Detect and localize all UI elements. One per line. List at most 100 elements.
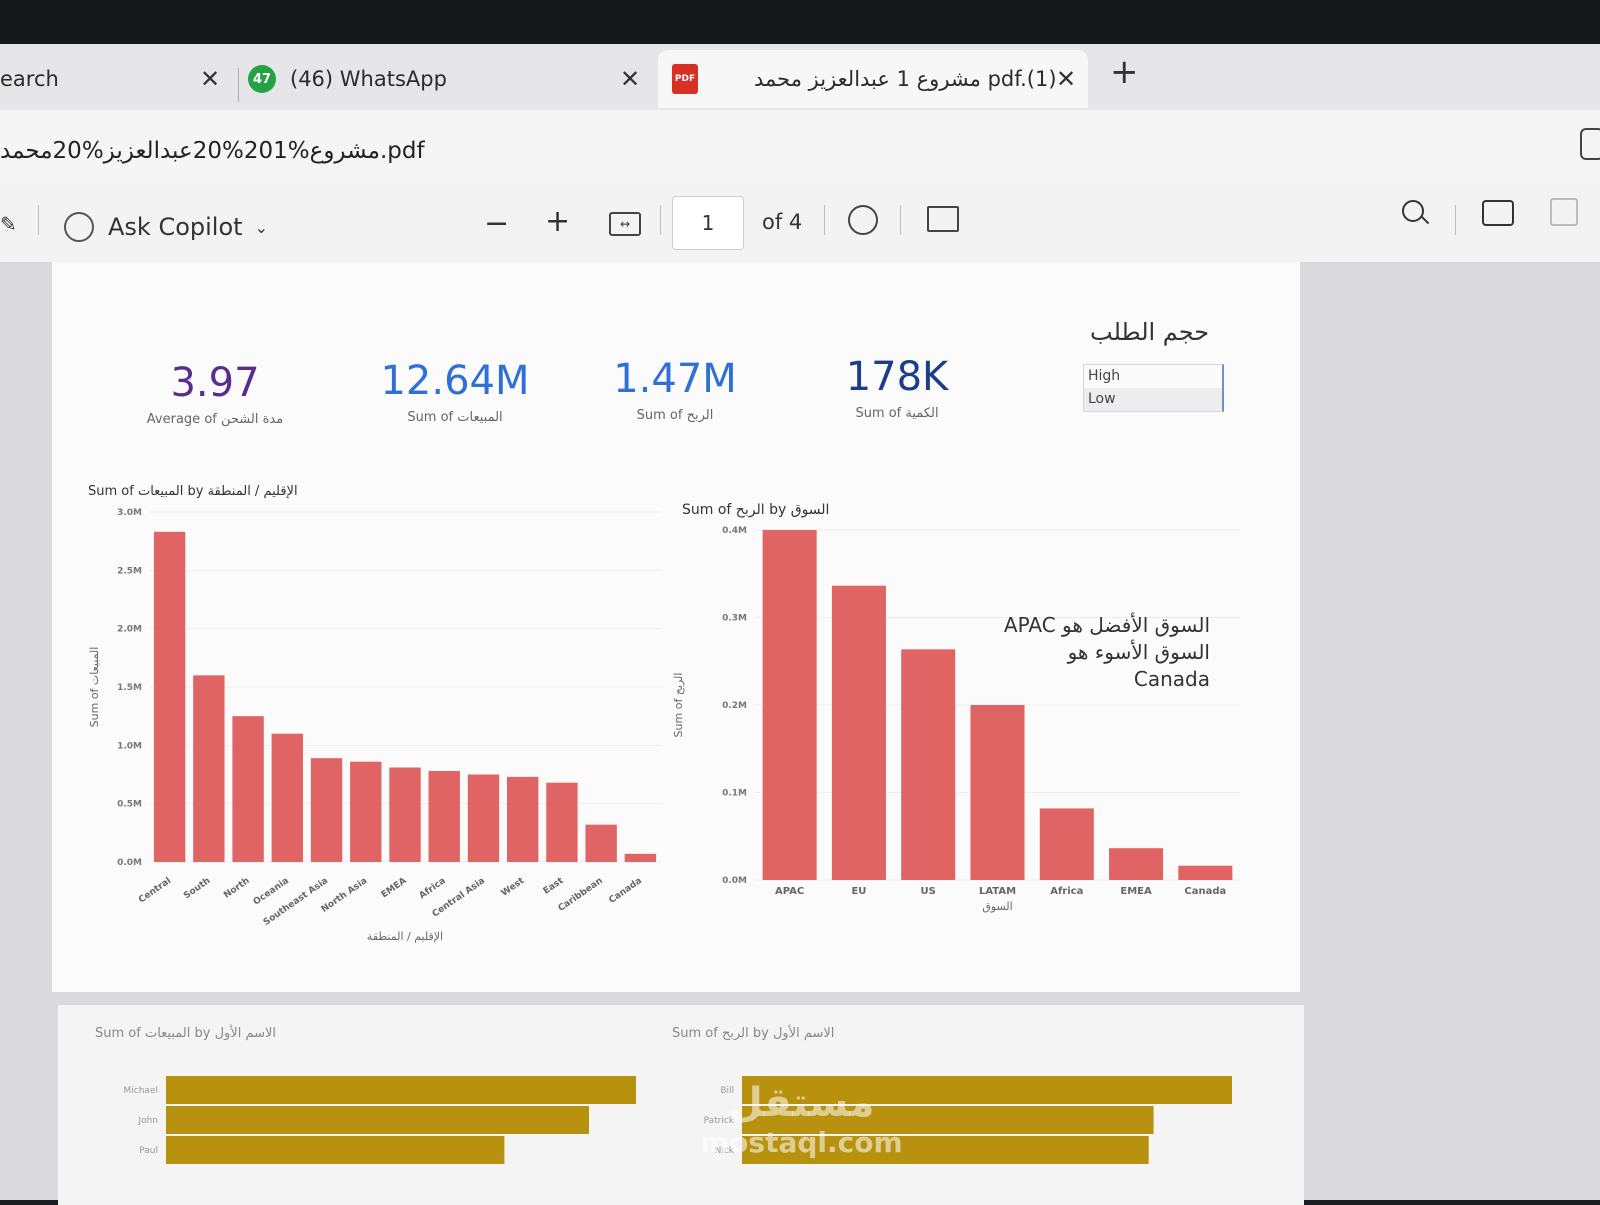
y-tick-label: 1.5M <box>117 683 142 693</box>
bar <box>546 782 578 862</box>
bar <box>742 1106 1154 1134</box>
save-icon[interactable] <box>1550 198 1578 226</box>
bar <box>1178 865 1233 880</box>
slicer-option-low[interactable]: Low <box>1084 388 1222 411</box>
tab-pdf[interactable]: PDF pdf.(1) مشروع 1 عبدالعزيز محمد ✕ <box>658 50 1088 108</box>
y-tick-label: 0.0M <box>117 858 142 868</box>
new-tab-button[interactable]: + <box>1110 52 1139 92</box>
bar <box>970 705 1025 880</box>
slicer-option-high[interactable]: High <box>1088 368 1121 384</box>
bar <box>742 1076 1232 1104</box>
tab-label: (46) WhatsApp <box>290 67 447 91</box>
search-icon[interactable] <box>1402 200 1424 222</box>
x-tick-label: West <box>500 876 527 899</box>
bar <box>1109 848 1164 880</box>
bar <box>1039 808 1094 880</box>
y-tick-label: Bill <box>720 1086 734 1096</box>
sales-chart-title: Sum of المبيعات by الإقليم / المنطقة <box>88 484 298 499</box>
kpi-shipping-days-value: 3.97 <box>170 360 260 406</box>
bar <box>350 761 382 862</box>
bar <box>310 758 343 862</box>
tab-search[interactable]: earch ✕ <box>0 50 230 108</box>
close-icon[interactable]: ✕ <box>1056 65 1077 93</box>
profit-by-name-chart-title: Sum of الربح by الاسم الأول <box>672 1026 835 1041</box>
y-tick-label: 0.0M <box>722 876 747 886</box>
tab-whatsapp[interactable]: 47 (46) WhatsApp ✕ <box>248 50 648 108</box>
kpi-sales-value: 12.64M <box>380 358 530 404</box>
tab-divider <box>238 68 239 102</box>
y-tick-label: Paul <box>139 1146 158 1156</box>
x-tick-label: US <box>921 886 936 897</box>
url-text[interactable]: مشروع%201%20عبدالعزيز%20محمد.pdf <box>0 138 425 164</box>
y-tick-label: 1.0M <box>117 741 142 751</box>
bar <box>232 716 264 862</box>
toolbar-separator <box>38 205 39 235</box>
kpi-profit-label: Sum of الربح <box>636 408 714 423</box>
print-icon[interactable] <box>1482 200 1514 226</box>
x-tick-label: EU <box>851 886 866 897</box>
chevron-down-icon: ⌄ <box>254 217 268 237</box>
x-tick-label: North <box>222 876 251 901</box>
x-tick-label: Canada <box>1184 886 1226 897</box>
draw-icon[interactable]: ✎ <box>0 212 17 236</box>
copilot-button[interactable]: Ask Copilot ⌄ <box>64 212 268 242</box>
tab-label: pdf.(1) مشروع 1 عبدالعزيز محمد <box>754 67 1057 91</box>
y-tick-label: Michael <box>124 1086 158 1096</box>
y-tick-label: 2.0M <box>117 625 142 635</box>
rotate-icon[interactable] <box>848 205 878 235</box>
worst-market-note: السوق الأسوء هو Canada <box>1067 640 1210 691</box>
bar <box>742 1136 1149 1164</box>
close-icon[interactable]: ✕ <box>200 65 221 93</box>
kpi-shipping-days-label: Average of مدة الشحن <box>146 412 284 427</box>
y-tick-label: Nick <box>715 1146 735 1156</box>
slicer-title: حجم الطلب <box>1090 318 1210 346</box>
x-tick-label: LATAM <box>979 886 1016 897</box>
sales-by-region-chart: 0.0M 0.5M 1.0M 1.5M 2.0M 2.5M 3.0M Central South… <box>88 508 660 943</box>
x-tick-label: Africa <box>1050 886 1083 897</box>
bar <box>389 767 421 862</box>
bar <box>507 776 539 862</box>
order-size-slicer[interactable]: High Low <box>1083 364 1224 412</box>
best-market-note: السوق الأفضل هو APAC <box>1003 613 1210 637</box>
copilot-icon <box>64 212 94 242</box>
copilot-sidebar-icon[interactable] <box>1580 128 1600 160</box>
y-tick-label: 0.1M <box>722 789 747 799</box>
x-axis-label: الإقليم / المنطقة <box>367 930 443 943</box>
y-tick-label: 2.5M <box>117 566 142 576</box>
whatsapp-icon: 47 <box>248 65 276 93</box>
profit-chart-title: Sum of الربح by السوق <box>682 502 830 518</box>
x-tick-label: South <box>182 876 212 901</box>
zoom-out-button[interactable]: − <box>484 206 510 241</box>
market-note: السوق الأفضل هو APAC السوق الأسوء هو Can… <box>990 612 1210 693</box>
fit-width-icon[interactable]: ↔ <box>609 212 641 236</box>
y-tick-label: 3.0M <box>117 508 142 518</box>
bar <box>467 774 500 862</box>
pdf-page-2 <box>58 1005 1304 1205</box>
profit-by-first-name-chart: Bill Patrick Nick <box>704 1076 1232 1164</box>
y-tick-label: Patrick <box>704 1116 735 1126</box>
profit-by-market-chart: 0.0M 0.1M 0.2M 0.3M 0.4M APAC EU US LATAM Africa E… <box>672 526 1240 913</box>
x-tick-label: Africa <box>418 876 448 901</box>
page-view-icon[interactable] <box>927 206 959 232</box>
y-tick-label: 0.2M <box>722 701 747 711</box>
pdf-toolbar <box>0 182 1600 263</box>
x-tick-label: EMEA <box>380 876 409 900</box>
bar <box>831 585 886 880</box>
bar <box>153 531 186 862</box>
address-bar[interactable] <box>0 110 1600 183</box>
bar <box>624 853 657 862</box>
x-tick-label: Canada <box>607 876 644 906</box>
zoom-in-button[interactable]: + <box>545 204 571 239</box>
copilot-label: Ask Copilot <box>108 213 243 241</box>
close-icon[interactable]: ✕ <box>620 65 641 93</box>
kpi-quantity-label: Sum of الكمية <box>855 406 939 421</box>
tab-label: earch <box>0 67 59 91</box>
watermark-ar: مستقل <box>728 1080 875 1126</box>
bar <box>166 1136 505 1164</box>
kpi-sales-label: Sum of المبيعات <box>407 410 503 425</box>
bar <box>428 771 460 862</box>
y-tick-label: John <box>137 1116 158 1126</box>
x-tick-label: Caribbean <box>557 876 605 914</box>
page-number-input[interactable]: 1 <box>672 196 744 250</box>
sales-by-first-name-chart: Michael John Paul <box>124 1076 636 1164</box>
